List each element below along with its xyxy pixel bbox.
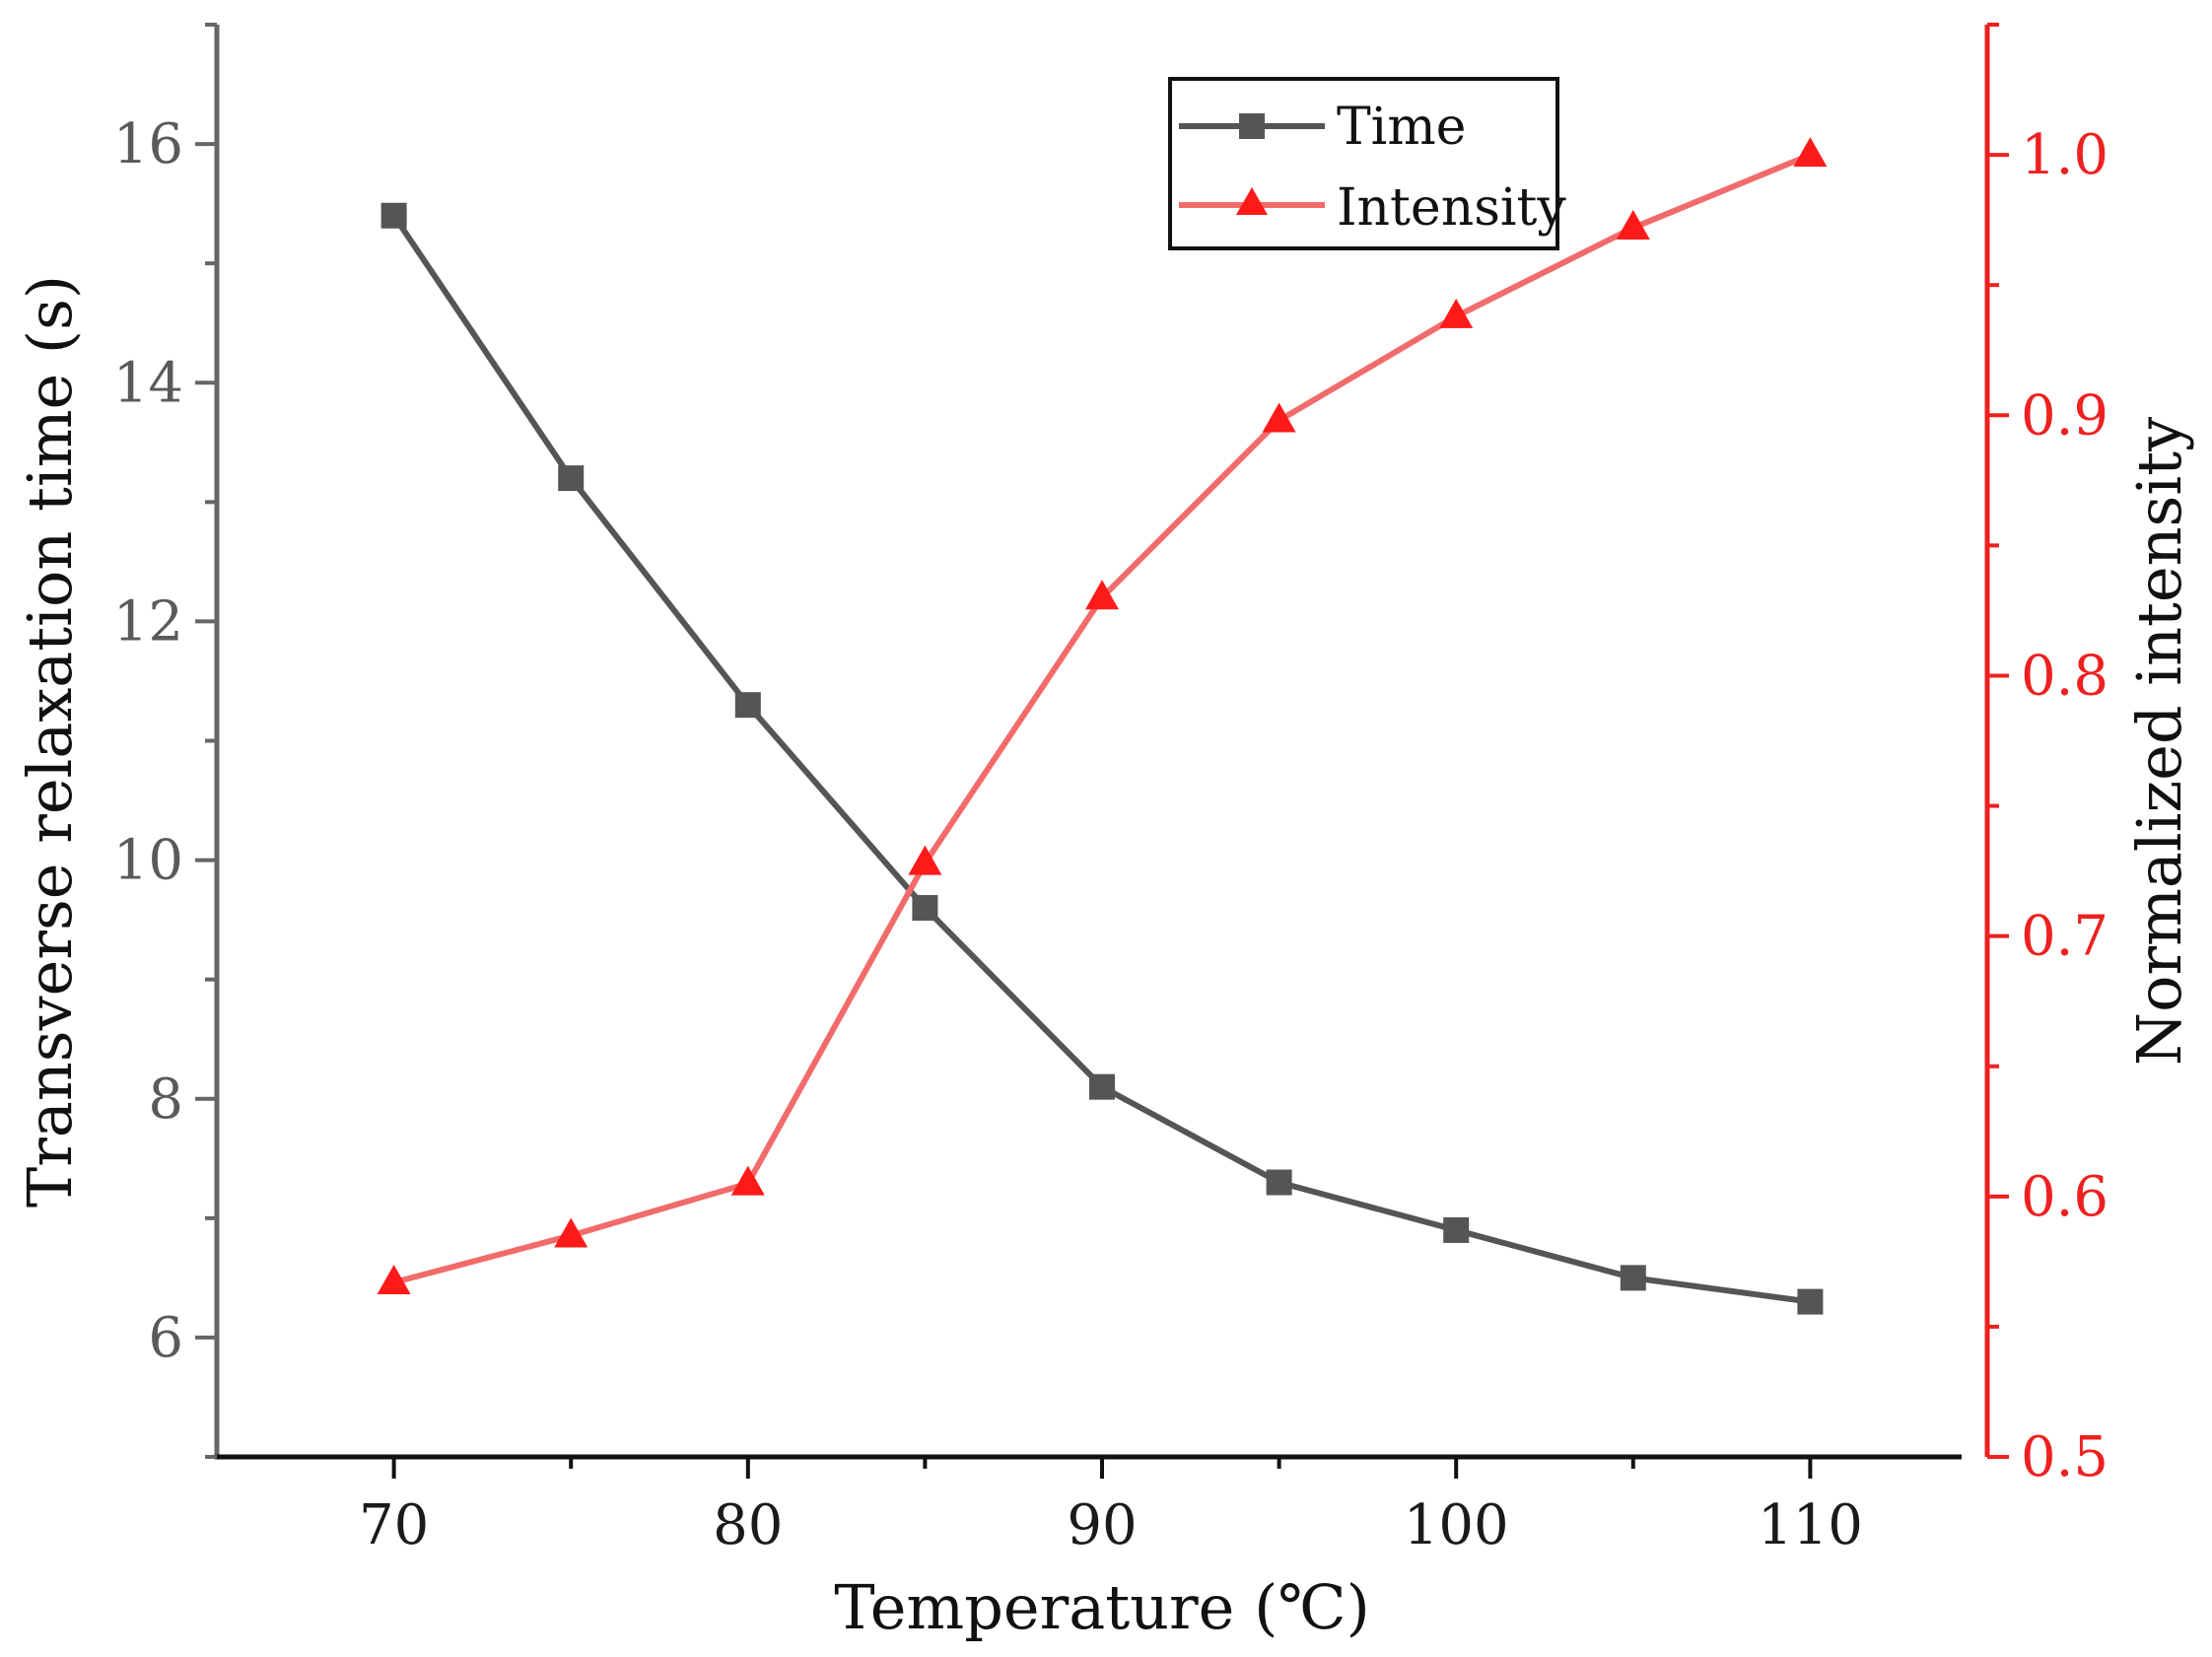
series-intensity-point [554,1217,588,1248]
right-y-tick-label: 1.0 [2021,123,2108,187]
x-axis-title: Temperature (℃) [834,1571,1370,1643]
x-tick-label: 90 [1067,1493,1137,1557]
legend-intensity-marker [1236,187,1268,215]
series-time-line [391,214,1811,1305]
series-intensity-point [377,1264,411,1294]
right-y-tick-label: 0.9 [2021,383,2108,448]
series-intensity-point [1262,402,1296,433]
left-y-tick-label: 14 [113,351,183,415]
left-y-tick-label: 12 [113,589,183,654]
series-intensity-point [1616,210,1650,241]
series-intensity-point [1085,580,1119,610]
legend: Time Intensity [1168,77,1566,250]
x-tick-label: 110 [1758,1493,1863,1557]
series-time-point [1797,1288,1824,1315]
x-tick-label: 80 [713,1493,783,1557]
right-y-tick-label: 0.7 [2021,905,2108,969]
series-intensity-point [908,845,942,875]
left-y-tick-label: 6 [148,1306,183,1370]
series-time-point [1089,1073,1115,1100]
left-y-tick-label: 10 [113,829,183,893]
series-intensity-point [730,1165,765,1196]
ticks: 70 80 90 100 110 6 8 10 12 14 16 0.5 0.6 0.7 0.8 0.9 1.0 [113,23,2108,1557]
series-intensity-point [1793,137,1828,168]
left-y-tick-label: 8 [148,1068,183,1132]
series-time-point [734,692,761,719]
right-y-axis-title: Normalized intensity [2123,417,2195,1066]
series-time-point [1443,1216,1470,1243]
left-y-tick-label: 16 [113,112,183,176]
series-time-point [558,465,585,492]
series-time-point [912,895,938,922]
legend-intensity-label: Intensity [1337,178,1566,238]
series-time-point [1266,1169,1292,1196]
legend-box [1168,77,1559,250]
right-y-tick-label: 0.8 [2021,644,2108,708]
left-y-axis-title: Transverse relaxation time (s) [14,275,86,1208]
series-intensity-point [1439,298,1474,328]
series-intensity-line [392,152,1812,1285]
legend-time-label: Time [1337,98,1466,157]
right-y-tick-label: 0.6 [2021,1165,2108,1229]
series-time-point [380,202,407,229]
right-y-tick-label: 0.5 [2021,1425,2108,1489]
legend-time-marker [1239,113,1265,139]
x-tick-label: 100 [1404,1493,1509,1557]
series-layer [377,137,1828,1315]
series-time-point [1620,1265,1646,1291]
x-tick-label: 70 [359,1493,429,1557]
